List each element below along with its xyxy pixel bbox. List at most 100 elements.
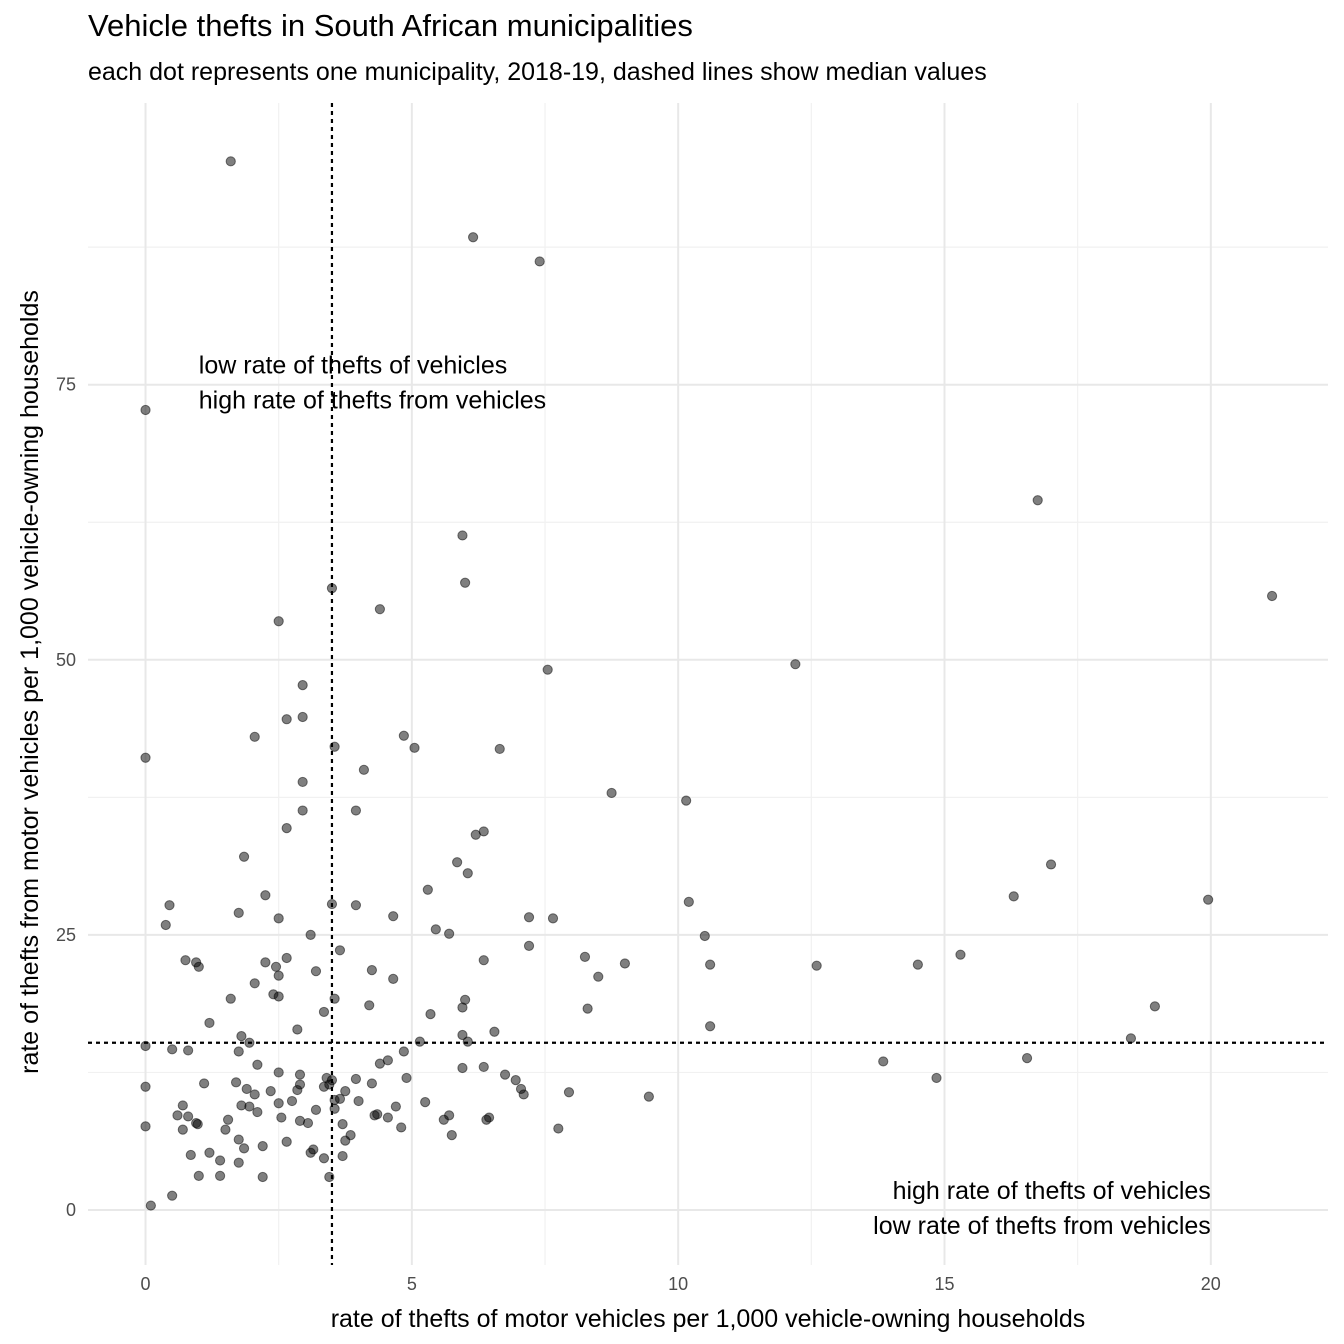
- data-point: [167, 1044, 178, 1055]
- data-point: [452, 857, 463, 868]
- data-point: [1125, 1033, 1137, 1044]
- data-point: [222, 1114, 234, 1125]
- data-point: [281, 952, 292, 964]
- data-point: [350, 1073, 362, 1085]
- data-point: [878, 1056, 889, 1067]
- data-point: [193, 1170, 204, 1181]
- data-point: [140, 404, 151, 416]
- data-point: [160, 919, 171, 931]
- data-point: [273, 991, 284, 1002]
- data-point: [286, 1095, 298, 1107]
- data-point: [265, 1086, 276, 1097]
- chart-subtitle: each dot represents one municipality, 20…: [88, 58, 987, 86]
- data-point: [534, 256, 545, 267]
- data-point: [353, 1095, 364, 1107]
- data-point: [1266, 590, 1278, 602]
- data-point: [252, 1059, 263, 1070]
- data-point: [225, 156, 236, 167]
- data-point: [230, 1077, 242, 1088]
- data-point: [257, 1171, 268, 1183]
- data-point: [681, 795, 692, 806]
- data-point: [494, 743, 505, 755]
- data-point: [214, 1170, 226, 1181]
- data-point: [292, 1084, 303, 1096]
- data-point: [457, 1029, 468, 1041]
- data-point: [177, 1100, 188, 1111]
- data-point: [334, 945, 346, 956]
- data-point: [374, 1058, 385, 1069]
- data-point: [912, 959, 923, 970]
- data-point: [305, 929, 316, 940]
- data-point: [374, 604, 385, 615]
- data-point: [270, 961, 282, 972]
- x-tick-label: 20: [1201, 1274, 1221, 1294]
- data-point: [643, 1091, 654, 1102]
- data-point: [220, 1124, 231, 1135]
- data-point: [318, 1081, 330, 1092]
- data-point: [523, 940, 535, 951]
- data-point: [273, 970, 284, 981]
- data-point: [593, 971, 604, 982]
- data-point: [233, 1157, 244, 1168]
- data-point: [249, 1089, 260, 1100]
- annotation-line: low rate of thefts from vehicles: [873, 1212, 1211, 1240]
- data-point: [310, 966, 322, 977]
- data-point: [705, 1021, 716, 1032]
- data-point: [326, 898, 338, 910]
- y-tick-label: 0: [66, 1200, 76, 1220]
- x-axis-title: rate of thefts of motor vehicles per 1,0…: [331, 1305, 1086, 1333]
- data-point: [183, 1045, 194, 1056]
- data-point: [249, 731, 260, 742]
- data-point: [260, 957, 271, 968]
- data-point: [326, 583, 338, 594]
- data-point: [310, 1104, 322, 1115]
- data-point: [273, 1067, 284, 1078]
- annotation-layer: low rate of thefts of vehicles high rate …: [199, 352, 1211, 1240]
- data-point: [140, 1081, 151, 1092]
- data-point: [462, 868, 473, 879]
- data-point: [955, 949, 966, 960]
- data-point: [481, 1114, 492, 1125]
- data-point: [398, 1046, 409, 1057]
- data-point: [324, 1171, 335, 1183]
- data-point: [297, 711, 308, 723]
- data-point: [1008, 891, 1019, 902]
- data-point: [489, 1026, 500, 1037]
- data-point: [140, 1040, 151, 1052]
- data-point: [249, 978, 260, 989]
- data-point: [366, 964, 378, 976]
- data-point: [185, 1149, 196, 1161]
- y-tick-label: 25: [56, 925, 76, 945]
- x-tick-label: 0: [141, 1274, 151, 1294]
- y-tick-label: 75: [56, 375, 76, 395]
- data-point: [297, 776, 308, 788]
- data-point: [1149, 1001, 1160, 1012]
- data-point: [297, 805, 308, 816]
- data-point: [281, 823, 292, 834]
- data-point: [140, 752, 151, 763]
- grid-layer: [88, 103, 1328, 1265]
- data-point: [214, 1155, 226, 1166]
- point-layer: [140, 156, 1278, 1211]
- data-point: [422, 884, 433, 895]
- y-axis-title: rate of thefts from motor vehicles per 1…: [16, 290, 44, 1074]
- data-point: [518, 1089, 529, 1100]
- data-point: [523, 912, 535, 923]
- data-point: [244, 1101, 255, 1112]
- tick-layer: 0 5 10 15 20 0 25 50 75: [56, 375, 1221, 1294]
- data-point: [457, 1062, 468, 1074]
- data-point: [420, 1097, 431, 1108]
- data-point: [382, 1112, 393, 1123]
- data-point: [563, 1087, 575, 1098]
- data-point: [398, 730, 409, 741]
- y-tick-label: 50: [56, 650, 76, 670]
- data-point: [318, 1153, 330, 1164]
- data-point: [390, 1101, 401, 1112]
- data-point: [177, 1124, 188, 1135]
- data-point: [1021, 1053, 1033, 1064]
- data-point: [606, 787, 617, 799]
- data-point: [438, 1114, 449, 1125]
- data-point: [396, 1122, 407, 1133]
- data-point: [790, 659, 801, 670]
